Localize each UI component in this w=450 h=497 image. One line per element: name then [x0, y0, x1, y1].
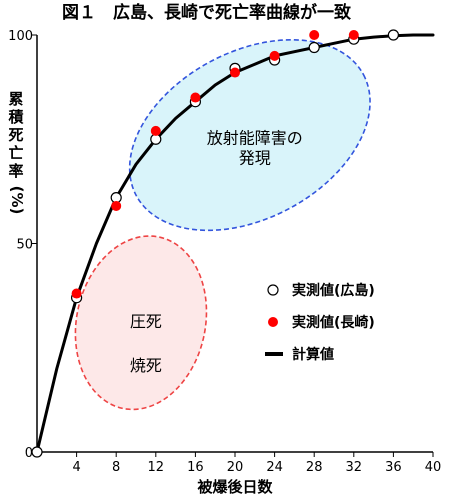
x-tick-label-32: 32 — [346, 460, 363, 475]
point-nagasaki-7 — [348, 30, 359, 40]
legend-swatch-0 — [267, 284, 279, 296]
x-tick-label-16: 16 — [187, 460, 204, 475]
x-tick-label-36: 36 — [385, 460, 402, 475]
x-tick-label-20: 20 — [227, 460, 244, 475]
y-axis-title-char-2: 死 — [8, 126, 23, 144]
y-tick-label-100: 100 — [8, 29, 33, 44]
y-axis-title-char-4: 率 — [8, 162, 23, 180]
x-tick-label-12: 12 — [148, 460, 165, 475]
region-label-1-1: 焼死 — [130, 356, 162, 375]
legend-label-2: 計算値 — [292, 346, 334, 363]
point-hiroshima-9 — [387, 29, 399, 41]
point-nagasaki-0 — [71, 288, 82, 299]
x-axis-title: 被爆後日数 — [197, 478, 273, 496]
region-label-0-0: 放射能障害の — [207, 128, 303, 147]
point-nagasaki-2 — [150, 125, 161, 136]
x-tick-label-28: 28 — [306, 460, 323, 475]
x-tick-label-8: 8 — [112, 460, 120, 475]
y-tick-label-50: 50 — [16, 238, 33, 253]
region-ellipse-0 — [128, 39, 371, 232]
y-axis-title-char-3: 亡 — [8, 144, 23, 162]
y-axis-title-unit: (%) — [8, 186, 26, 215]
point-hiroshima-0 — [31, 446, 43, 458]
y-tick-label-0: 0 — [25, 446, 33, 461]
point-nagasaki-6 — [309, 30, 320, 40]
point-nagasaki-4 — [230, 67, 240, 78]
legend: 実測値(広島) 実測値(長崎) 計算値 — [265, 282, 375, 363]
ticks-layer: 4 8 12 16 20 24 28 32 36 40 0 50 100 — [8, 29, 441, 475]
point-nagasaki-1 — [111, 200, 122, 211]
legend-label-0: 実測値(広島) — [292, 282, 375, 299]
y-axis-title-char-0: 累 — [8, 90, 23, 108]
x-tick-label-24: 24 — [266, 460, 283, 475]
x-tick-label-40: 40 — [425, 460, 442, 475]
chart-title: 図１ 広島、長崎で死亡率曲線が一致 — [62, 2, 352, 23]
region-ellipse-1 — [74, 235, 208, 411]
legend-label-1: 実測値(長崎) — [292, 314, 375, 331]
point-hiroshima-7 — [308, 41, 320, 54]
region-label-1-0: 圧死 — [130, 312, 162, 331]
series-layer — [31, 29, 435, 458]
y-axis-title-char-1: 積 — [7, 108, 24, 126]
region-label-0-1: 発現 — [239, 148, 271, 167]
point-nagasaki-5 — [269, 50, 280, 61]
legend-swatch-1 — [268, 317, 278, 327]
point-nagasaki-3 — [190, 92, 201, 103]
x-tick-label-4: 4 — [72, 460, 80, 475]
